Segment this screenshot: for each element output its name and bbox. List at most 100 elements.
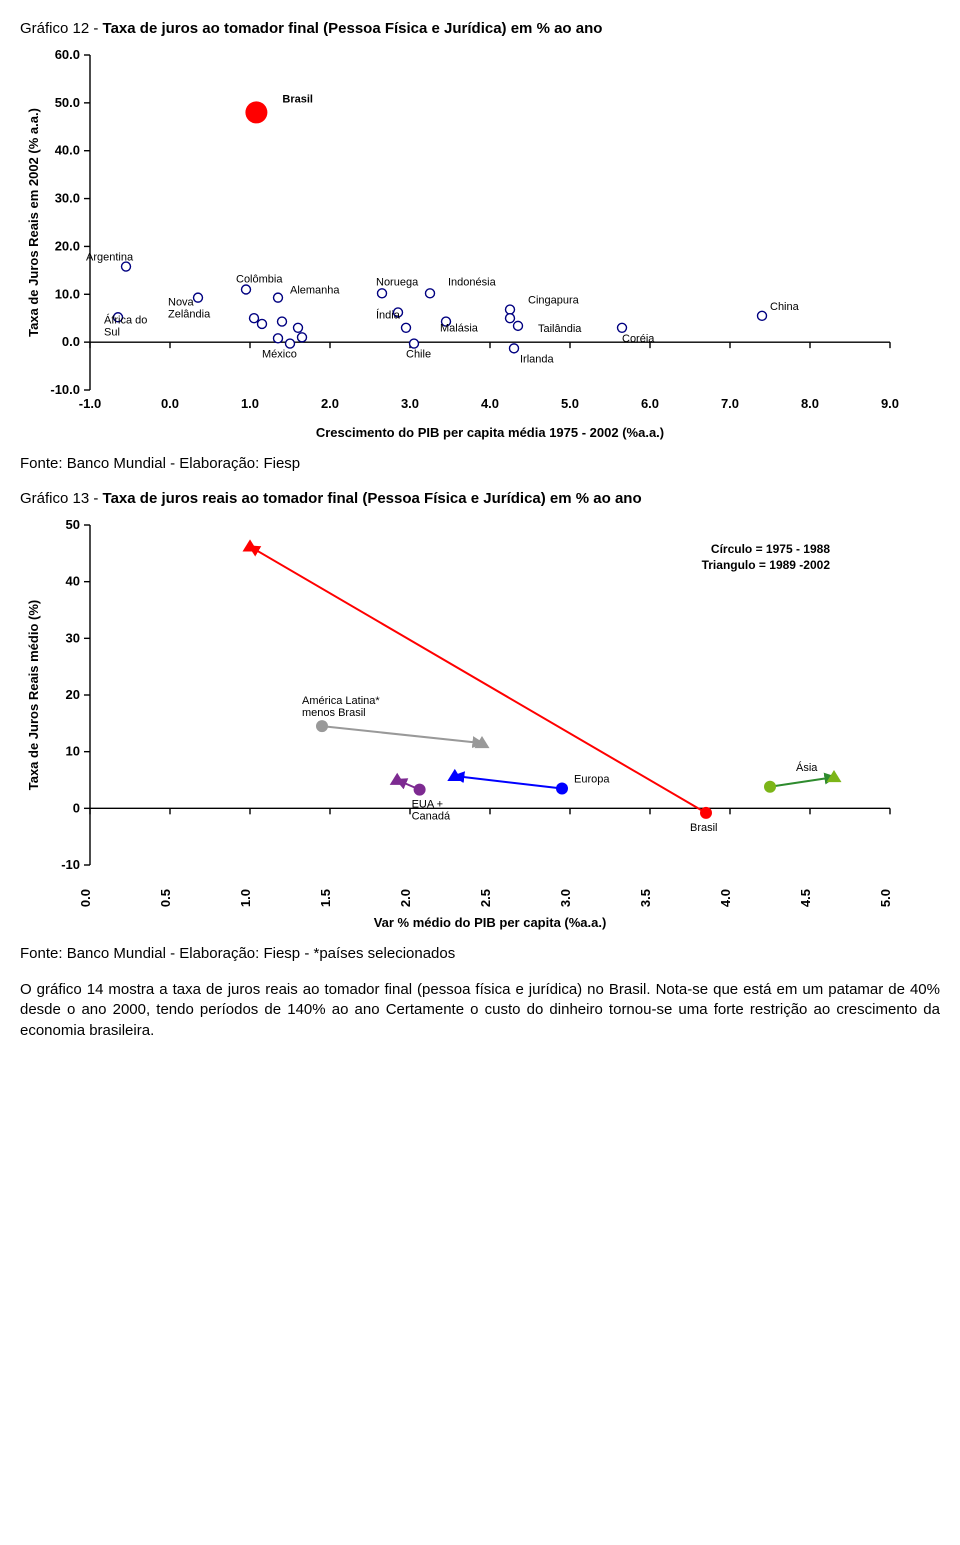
svg-text:30: 30 bbox=[66, 630, 80, 645]
point-label: Alemanha bbox=[290, 285, 340, 297]
scatter-point bbox=[402, 323, 411, 332]
chart2-title-main: Taxa de juros reais ao tomador final (Pe… bbox=[103, 490, 642, 507]
svg-text:0.5: 0.5 bbox=[158, 889, 173, 907]
svg-text:1.0: 1.0 bbox=[238, 889, 253, 907]
svg-text:-1.0: -1.0 bbox=[79, 396, 101, 411]
region-label: Brasil bbox=[690, 822, 718, 834]
chart1-title-prefix: Gráfico 12 - bbox=[20, 20, 103, 37]
chart1-source: Fonte: Banco Mundial - Elaboração: Fiesp bbox=[20, 455, 940, 472]
region-label: menos Brasil bbox=[302, 707, 366, 719]
region-label: Europa bbox=[574, 774, 610, 786]
scatter-point bbox=[274, 334, 283, 343]
svg-text:0.0: 0.0 bbox=[161, 396, 179, 411]
highlight-point bbox=[245, 101, 267, 123]
svg-text:0.0: 0.0 bbox=[78, 889, 93, 907]
chart2-svg: -10 0 10 20 30 40 50 0.0 0.5 1.0 1.5 2.0 2.5 3.0 3.5 4.… bbox=[20, 515, 900, 935]
circle-marker bbox=[700, 807, 712, 819]
svg-text:40.0: 40.0 bbox=[55, 143, 80, 158]
scatter-point bbox=[510, 344, 519, 353]
svg-text:40: 40 bbox=[66, 574, 80, 589]
scatter-point bbox=[378, 289, 387, 298]
point-label: África do bbox=[104, 313, 147, 326]
svg-text:3.0: 3.0 bbox=[558, 889, 573, 907]
chart1-ylabel: Taxa de Juros Reais em 2002 (% a.a.) bbox=[26, 108, 41, 337]
point-label: Indonésia bbox=[448, 276, 497, 288]
svg-text:50: 50 bbox=[66, 517, 80, 532]
svg-text:6.0: 6.0 bbox=[641, 396, 659, 411]
svg-text:5.0: 5.0 bbox=[878, 889, 893, 907]
svg-text:4.0: 4.0 bbox=[481, 396, 499, 411]
svg-text:1.5: 1.5 bbox=[318, 889, 333, 907]
scatter-point bbox=[286, 339, 295, 348]
chart2-title-prefix: Gráfico 13 - bbox=[20, 490, 103, 507]
point-label: Argentina bbox=[86, 252, 134, 264]
chart2-xlabel: Var % médio do PIB per capita (%a.a.) bbox=[374, 915, 607, 930]
point-label: Colômbia bbox=[236, 274, 283, 286]
svg-text:0: 0 bbox=[73, 800, 80, 815]
point-label: China bbox=[770, 301, 800, 313]
point-label: México bbox=[262, 349, 297, 361]
scatter-point bbox=[194, 293, 203, 302]
point-label: Nova bbox=[168, 297, 195, 309]
triangle-marker bbox=[243, 539, 258, 551]
body-paragraph: O gráfico 14 mostra a taxa de juros reai… bbox=[20, 980, 940, 1041]
region-label: EUA + bbox=[412, 799, 444, 811]
point-label: Chile bbox=[406, 349, 431, 361]
svg-text:30.0: 30.0 bbox=[55, 191, 80, 206]
triangle-marker bbox=[390, 773, 405, 785]
svg-text:-10: -10 bbox=[61, 857, 80, 872]
scatter-point bbox=[506, 314, 515, 323]
svg-text:10: 10 bbox=[66, 744, 80, 759]
chart2-ylabel: Taxa de Juros Reais médio (%) bbox=[26, 600, 41, 791]
scatter-point bbox=[242, 285, 251, 294]
point-label: Sul bbox=[104, 326, 120, 338]
scatter-point bbox=[506, 305, 515, 314]
point-label: Coréia bbox=[622, 333, 655, 345]
svg-text:2.5: 2.5 bbox=[478, 889, 493, 907]
svg-text:0.0: 0.0 bbox=[62, 334, 80, 349]
svg-text:7.0: 7.0 bbox=[721, 396, 739, 411]
point-label: Zelândia bbox=[168, 309, 211, 321]
svg-text:-10.0: -10.0 bbox=[50, 382, 80, 397]
svg-text:20: 20 bbox=[66, 687, 80, 702]
point-label: Irlanda bbox=[520, 353, 555, 365]
chart1-xlabel: Crescimento do PIB per capita média 1975… bbox=[316, 425, 664, 440]
region-label: Ásia bbox=[796, 761, 818, 774]
chart2-title: Gráfico 13 - Taxa de juros reais ao toma… bbox=[20, 490, 940, 507]
svg-text:60.0: 60.0 bbox=[55, 47, 80, 62]
point-label: Noruega bbox=[376, 276, 419, 288]
point-label: Malásia bbox=[440, 323, 479, 335]
scatter-point bbox=[294, 323, 303, 332]
scatter-point bbox=[258, 319, 267, 328]
scatter-point bbox=[298, 333, 307, 342]
circle-marker bbox=[556, 783, 568, 795]
highlight-label: Brasil bbox=[282, 93, 313, 105]
scatter-point bbox=[410, 339, 419, 348]
svg-text:2.0: 2.0 bbox=[398, 889, 413, 907]
scatter-point bbox=[274, 293, 283, 302]
svg-text:5.0: 5.0 bbox=[561, 396, 579, 411]
scatter-point bbox=[758, 311, 767, 320]
circle-marker bbox=[414, 784, 426, 796]
triangle-marker bbox=[827, 770, 842, 782]
chart1-title: Gráfico 12 - Taxa de juros ao tomador fi… bbox=[20, 20, 940, 37]
point-label: Índia bbox=[376, 308, 401, 321]
svg-text:3.5: 3.5 bbox=[638, 889, 653, 907]
region-connector bbox=[250, 547, 706, 813]
svg-text:9.0: 9.0 bbox=[881, 396, 899, 411]
scatter-point bbox=[426, 289, 435, 298]
scatter-point bbox=[618, 323, 627, 332]
svg-text:8.0: 8.0 bbox=[801, 396, 819, 411]
scatter-point bbox=[278, 317, 287, 326]
svg-text:50.0: 50.0 bbox=[55, 95, 80, 110]
svg-text:4.5: 4.5 bbox=[798, 889, 813, 907]
region-label: América Latina* bbox=[302, 695, 380, 707]
chart1-svg: -10.00.010.020.030.040.050.060.0-1.00.01… bbox=[20, 45, 900, 445]
region-connector bbox=[770, 777, 834, 787]
region-label: Canadá bbox=[412, 811, 451, 823]
scatter-point bbox=[514, 321, 523, 330]
circle-marker bbox=[316, 720, 328, 732]
chart2-source: Fonte: Banco Mundial - Elaboração: Fiesp… bbox=[20, 945, 940, 962]
svg-text:4.0: 4.0 bbox=[718, 889, 733, 907]
region-connector bbox=[322, 726, 482, 743]
